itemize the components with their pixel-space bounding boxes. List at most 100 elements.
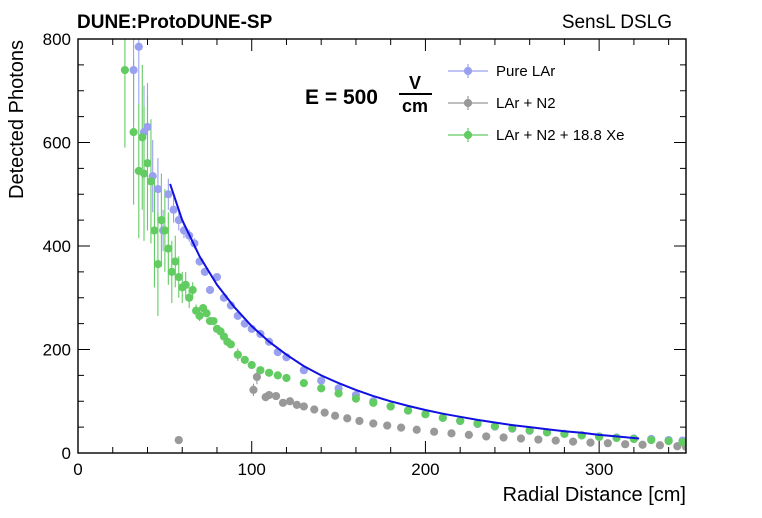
point-lar-n2-18-8-xe — [612, 433, 621, 443]
x-tick-label: 200 — [411, 460, 439, 479]
point-lar-n2 — [343, 414, 352, 423]
point-lar-n2 — [369, 419, 378, 428]
detector-label: SensL DSLG — [562, 12, 672, 33]
y-tick-label: 600 — [43, 134, 71, 153]
point-lar-n2 — [383, 421, 392, 430]
x-tick-label: 300 — [585, 460, 613, 479]
fit-curve — [169, 183, 640, 440]
point-lar-n2-18-8-xe — [139, 169, 149, 178]
point-lar-n2 — [174, 435, 183, 445]
point-lar-n2-18-8-xe — [226, 340, 235, 349]
legend-label-lar-n2-18-8-xe: LAr + N2 + 18.8 Xe — [496, 127, 624, 144]
point-lar-n2-18-8-xe — [421, 410, 430, 419]
point-lar-n2-18-8-xe — [174, 272, 183, 282]
point-lar-n2-18-8-xe — [351, 394, 361, 403]
point-lar-n2 — [603, 439, 612, 448]
axis-tick-labels: 0 100 200 300 0 200 400 600 800 — [43, 30, 614, 479]
point-lar-n2-18-8-xe — [202, 309, 211, 318]
point-pure-lar — [143, 122, 152, 132]
point-pure-lar — [129, 65, 138, 75]
point-lar-n2-18-8-xe — [256, 366, 265, 375]
point-lar-n2-18-8-xe — [188, 285, 197, 295]
data-points — [120, 42, 686, 451]
legend-marker-pure-lar — [463, 66, 473, 76]
point-lar-n2-18-8-xe — [438, 413, 447, 422]
point-lar-n2-18-8-xe — [334, 389, 343, 398]
point-lar-n2 — [638, 440, 647, 449]
point-lar-n2-18-8-xe — [369, 398, 378, 407]
point-lar-n2-18-8-xe — [647, 435, 656, 445]
point-lar-n2-18-8-xe — [171, 257, 180, 266]
legend-marker-lar-n2-18-8-xe — [463, 130, 473, 140]
point-lar-n2-18-8-xe — [664, 436, 673, 446]
point-lar-n2-18-8-xe — [233, 350, 242, 359]
point-lar-n2-18-8-xe — [181, 280, 190, 289]
point-lar-n2-18-8-xe — [120, 65, 130, 75]
point-lar-n2 — [252, 372, 262, 382]
legend-label-lar-n2: LAr + N2 — [496, 95, 556, 112]
y-tick-label: 200 — [43, 341, 71, 360]
point-pure-lar — [212, 272, 222, 282]
point-lar-n2 — [278, 398, 288, 407]
point-pure-lar — [153, 184, 163, 194]
x-tick-label: 0 — [73, 460, 82, 479]
point-lar-n2 — [499, 433, 508, 442]
y-tick-label: 800 — [43, 30, 71, 49]
point-pure-lar — [205, 285, 215, 295]
point-lar-n2 — [482, 432, 491, 441]
point-lar-n2 — [249, 385, 258, 394]
axis-ticks — [77, 38, 686, 454]
point-lar-n2 — [568, 437, 578, 446]
point-lar-n2 — [655, 441, 665, 450]
point-lar-n2 — [320, 408, 329, 417]
point-lar-n2-18-8-xe — [138, 133, 147, 142]
point-lar-n2-18-8-xe — [386, 402, 395, 411]
field-unit-numerator: V — [409, 73, 421, 93]
point-lar-n2-18-8-xe — [146, 177, 156, 186]
field-annotation: E = 500 V cm — [305, 73, 432, 116]
legend-marker-lar-n2 — [463, 98, 473, 108]
point-lar-n2-18-8-xe — [473, 419, 482, 428]
point-lar-n2-18-8-xe — [678, 438, 686, 447]
legend-label-pure-lar: Pure LAr — [496, 63, 555, 80]
point-lar-n2 — [586, 438, 595, 447]
point-lar-n2-18-8-xe — [403, 406, 413, 415]
point-lar-n2-18-8-xe — [240, 355, 249, 364]
point-lar-n2-18-8-xe — [264, 368, 274, 377]
field-unit-denominator: cm — [402, 96, 428, 116]
point-lar-n2 — [412, 425, 421, 434]
point-lar-n2-18-8-xe — [299, 379, 308, 388]
experiment-title: DUNE:ProtoDUNE-SP — [77, 12, 273, 33]
x-tick-label: 100 — [238, 460, 266, 479]
point-lar-n2-18-8-xe — [129, 128, 138, 137]
y-tick-label: 0 — [62, 444, 71, 463]
point-lar-n2-18-8-xe — [160, 226, 169, 235]
point-lar-n2-18-8-xe — [153, 260, 163, 269]
point-lar-n2 — [310, 405, 319, 414]
point-lar-n2-18-8-xe — [164, 244, 173, 253]
point-lar-n2-18-8-xe — [317, 384, 326, 393]
point-lar-n2 — [397, 423, 406, 432]
point-lar-n2-18-8-xe — [195, 311, 204, 320]
point-pure-lar — [164, 190, 173, 199]
point-lar-n2-18-8-xe — [247, 360, 256, 370]
point-lar-n2-18-8-xe — [157, 216, 166, 225]
point-lar-n2-18-8-xe — [209, 316, 218, 326]
field-prefix: E = 500 — [305, 86, 378, 109]
point-pure-lar — [169, 205, 178, 214]
point-lar-n2-18-8-xe — [167, 267, 176, 276]
point-lar-n2-18-8-xe — [185, 293, 194, 302]
point-lar-n2 — [355, 416, 364, 426]
point-lar-n2 — [264, 390, 274, 400]
point-lar-n2 — [299, 402, 308, 411]
point-lar-n2-18-8-xe — [150, 226, 159, 235]
point-lar-n2 — [464, 430, 473, 439]
point-lar-n2 — [271, 391, 281, 401]
point-lar-n2-18-8-xe — [282, 373, 291, 383]
point-lar-n2-18-8-xe — [273, 371, 282, 380]
error-bars — [124, 39, 686, 448]
point-lar-n2 — [447, 429, 456, 438]
point-lar-n2 — [430, 427, 439, 436]
legend: Pure LAr LAr + N2 LAr + N2 + 18.8 Xe — [448, 63, 624, 144]
